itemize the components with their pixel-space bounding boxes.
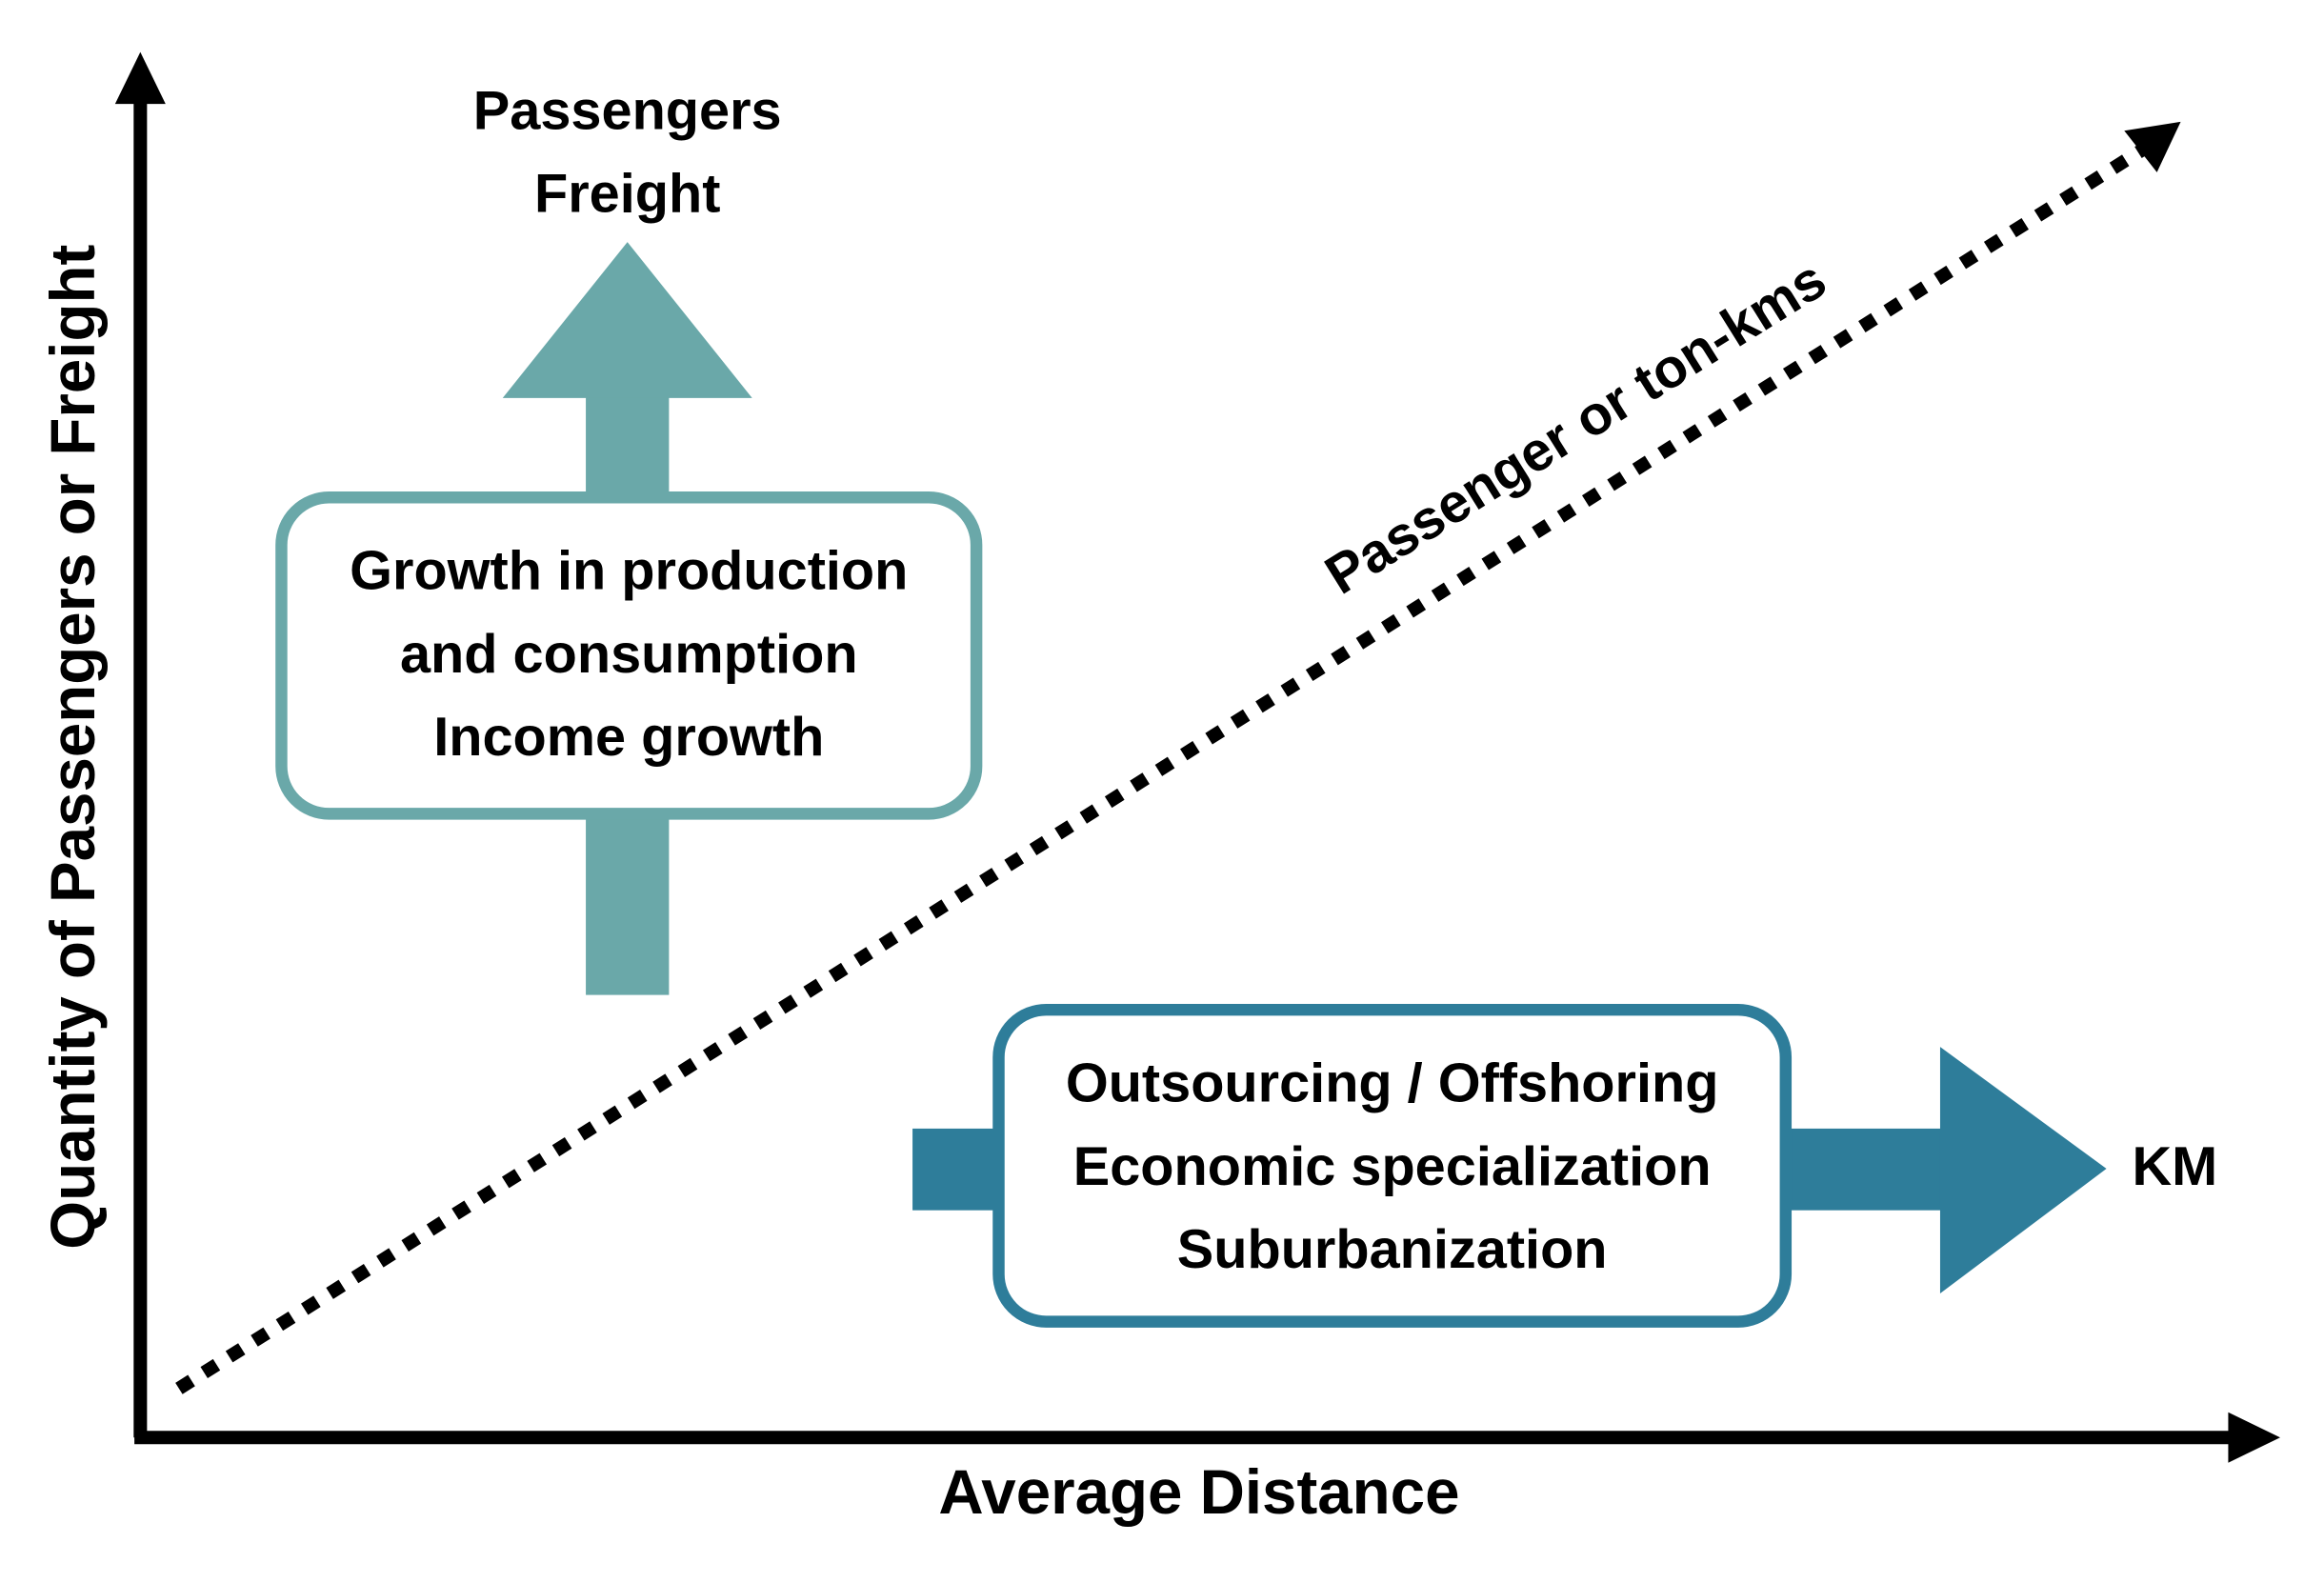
box-line: Income growth <box>433 707 824 768</box>
top-label: Passengers <box>473 80 782 141</box>
box-line: Growth in production <box>350 541 908 602</box>
horizontal-arrow-head <box>1939 1047 2107 1293</box>
box-line: Suburbanization <box>1177 1219 1608 1280</box>
x-axis-arrowhead <box>2228 1412 2281 1463</box>
top-label: Freight <box>534 164 720 225</box>
y-axis-arrowhead <box>114 51 166 105</box>
box-line: and consumption <box>400 624 858 685</box>
vertical-box <box>275 491 983 820</box>
vertical-arrow-head <box>502 242 752 398</box>
diagonal-line <box>175 144 2146 1394</box>
y-axis-label: Quantity of Passengers or Freight <box>38 245 108 1250</box>
diagonal-arrowhead <box>2124 121 2181 172</box>
box-line: Economic specialization <box>1073 1136 1712 1197</box>
end-label: KM <box>2132 1136 2217 1197</box>
x-axis-label: Average Distance <box>938 1457 1459 1527</box>
diagonal-label: Passenger or ton-kms <box>1315 249 1837 606</box>
box-line: Outsourcing / Offshoring <box>1066 1052 1719 1113</box>
horizontal-box <box>992 1003 1793 1328</box>
